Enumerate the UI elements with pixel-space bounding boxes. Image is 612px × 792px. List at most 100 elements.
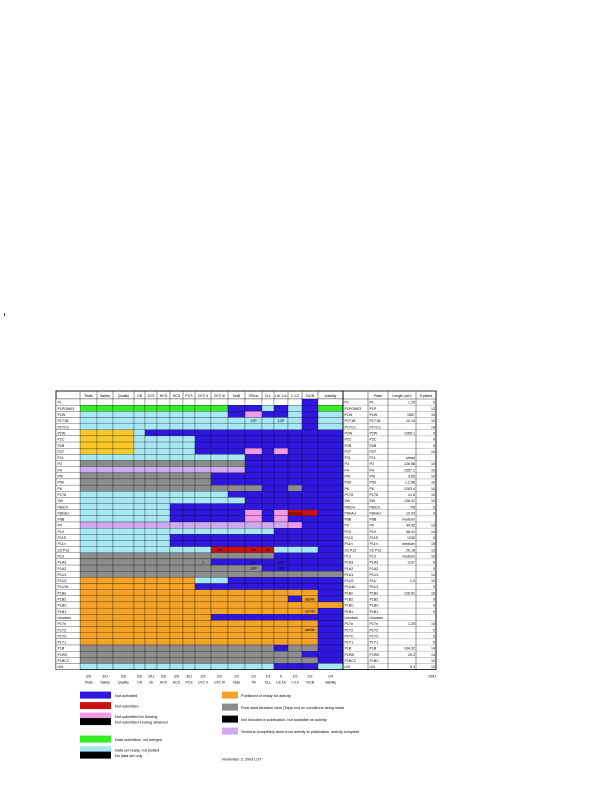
status-cell — [261, 411, 275, 418]
status-cell — [96, 528, 114, 535]
status-cell — [156, 484, 171, 492]
status-cell — [227, 552, 246, 560]
status-cell — [261, 564, 275, 572]
status-cell — [112, 435, 135, 443]
row-label: P13 — [58, 554, 64, 558]
status-cell — [194, 417, 212, 424]
status-cell — [301, 534, 319, 541]
status-cell — [156, 528, 171, 535]
right-length: plead — [406, 456, 415, 460]
status-cell — [79, 423, 98, 430]
status-cell — [244, 540, 263, 547]
status-cell — [182, 558, 196, 566]
footer-label: Trials — [84, 681, 92, 685]
right-length: medium — [402, 518, 415, 522]
status-cell — [227, 663, 246, 670]
status-cell — [261, 644, 275, 652]
status-cell — [244, 509, 263, 516]
header-cell: ToCB — [306, 394, 315, 398]
row-label: P8B — [58, 518, 65, 522]
table-header: Trials Safety Quality CB 2CS HCS HCS PCS CFC II C… — [55, 390, 344, 400]
status-cell — [244, 626, 263, 633]
cell-annotation: 1GP — [250, 419, 256, 423]
cell-annotation: 1GP — [278, 419, 284, 423]
right-row-label: P6 — [345, 487, 349, 491]
right-plate: P8B — [370, 518, 377, 522]
status-cell — [156, 491, 171, 498]
right-row-label: P1T1 — [345, 641, 354, 645]
status-cell — [96, 589, 114, 596]
status-cell — [156, 472, 171, 480]
right-count: 10 — [431, 622, 435, 626]
status-cell — [182, 454, 196, 461]
row-label: P1T1 — [58, 641, 67, 645]
right-plate: P1B — [370, 647, 377, 651]
status-cell — [301, 411, 319, 418]
right-count: 0 — [433, 511, 435, 515]
legend-swatch — [222, 691, 238, 699]
status-cell — [301, 632, 319, 639]
status-cell — [317, 589, 344, 596]
status-cell — [96, 472, 114, 480]
status-cell — [194, 398, 212, 406]
status-cell — [287, 405, 303, 412]
status-cell — [210, 632, 229, 639]
status-cell — [210, 583, 229, 590]
right-length: 104.32 — [404, 647, 415, 651]
status-cell — [79, 589, 98, 596]
status-cell — [227, 411, 246, 418]
status-cell — [79, 651, 98, 658]
status-cell — [244, 497, 263, 504]
status-cell — [169, 583, 184, 590]
right-row-label: P1B2 — [345, 598, 354, 602]
status-cell — [194, 484, 212, 492]
right-row-label: P1B1 — [345, 610, 354, 614]
status-cell — [169, 626, 184, 633]
status-cell — [210, 540, 229, 547]
status-cell — [96, 583, 114, 590]
right-count: 14 — [431, 425, 435, 429]
status-cell — [96, 411, 114, 418]
status-cell — [301, 472, 319, 480]
status-cell — [156, 571, 171, 578]
footer-count: 2/2 — [201, 675, 206, 679]
status-cell — [244, 515, 263, 523]
status-cell — [244, 571, 263, 578]
status-cell — [317, 540, 344, 547]
right-count: 0 — [433, 431, 435, 435]
status-cell — [112, 601, 135, 609]
status-cell — [261, 589, 275, 596]
right-length: 25.3 — [408, 653, 415, 657]
status-cell — [169, 552, 184, 560]
legend-label: No data set only — [115, 754, 143, 758]
status-cell — [244, 441, 263, 449]
right-row-label: P2B — [345, 444, 352, 448]
status-cell — [227, 405, 246, 412]
status-cell — [133, 417, 146, 424]
status-cell — [194, 478, 212, 486]
status-cell — [144, 552, 158, 560]
status-cell — [194, 644, 212, 652]
status-cell — [112, 558, 135, 566]
status-cell — [79, 558, 98, 566]
status-cell — [133, 398, 146, 406]
status-cell — [133, 589, 146, 596]
status-cell — [210, 423, 229, 430]
status-cell — [317, 583, 344, 590]
status-cell — [96, 515, 114, 523]
status-cell — [244, 423, 263, 430]
row-label: P6 — [58, 487, 62, 491]
header-cell: CB — [137, 394, 143, 398]
status-cell — [261, 429, 275, 437]
right-row-label: P1A3 — [345, 561, 354, 565]
status-cell — [144, 478, 158, 486]
status-cell — [273, 626, 289, 633]
status-cell — [261, 552, 275, 560]
header-cell: CFC II — [198, 394, 208, 398]
status-cell — [169, 564, 184, 572]
status-cell — [287, 651, 303, 658]
status-cell — [273, 423, 289, 430]
status-cell — [79, 601, 98, 609]
status-cell — [261, 651, 275, 658]
status-cell — [182, 435, 196, 443]
